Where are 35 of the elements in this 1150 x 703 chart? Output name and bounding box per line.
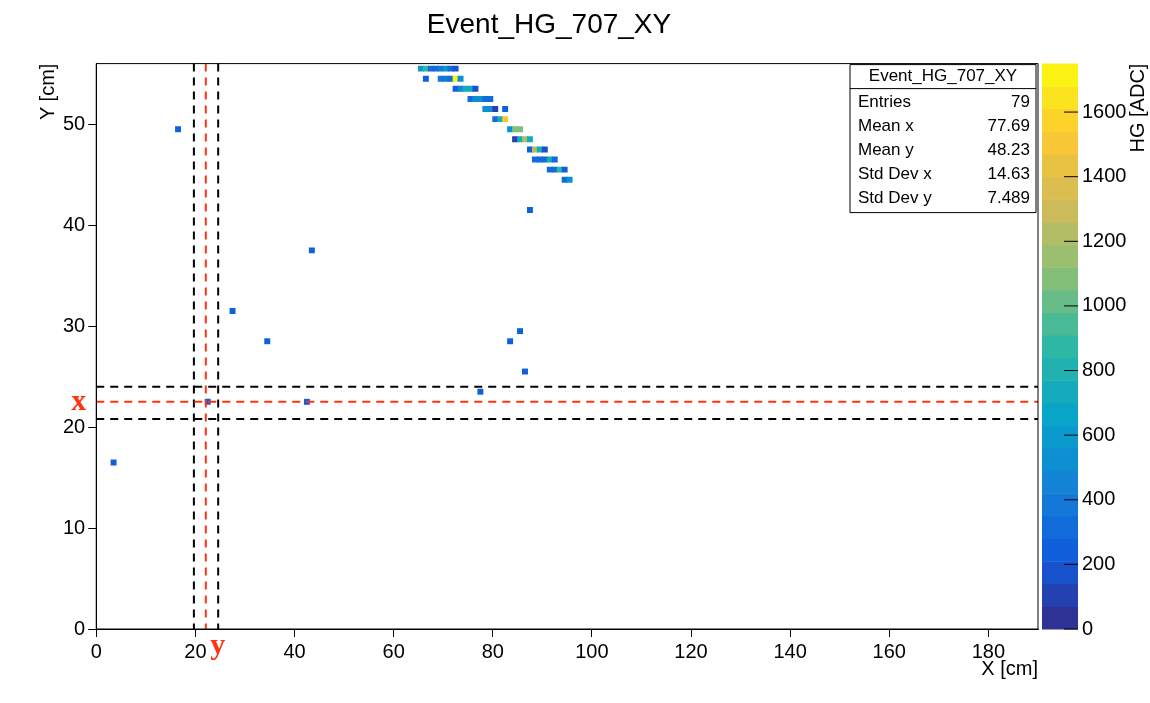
color-bar-label: 1600 [1082,99,1127,122]
text: Mean y 48.23 [858,140,1030,160]
x-tick-label: 60 [382,639,405,662]
text: Std Dev x 14.63 [858,164,1030,184]
ref-line-label: y [210,626,226,660]
color-bar-label: 200 [1082,551,1116,574]
x-tick-label: 140 [773,639,807,662]
y-tick-label: 30 [63,313,86,336]
x-tick-label: 20 [184,639,207,662]
color-bar-title: HG [ADC] [1125,63,1148,153]
text: Std Dev y 7.489 [858,188,1030,208]
chart-title: Event_HG_707_XY [426,7,672,39]
x-tick-label: 160 [872,639,906,662]
y-tick-label: 10 [63,515,86,538]
x-tick-label: 120 [674,639,708,662]
color-bar-label: 600 [1082,422,1116,445]
color-bar-label: 1000 [1082,293,1127,316]
annotation: Event_HG_707_XY [868,66,1018,86]
ref-line-label: x [71,382,87,416]
x-tick-label: 40 [283,639,306,662]
x-tick-label: 100 [575,639,609,662]
color-bar-label: 800 [1082,358,1116,381]
y-axis-title: Y [cm] [35,63,58,120]
color-bar-label: 400 [1082,487,1116,510]
text: Mean x 77.69 [858,116,1030,136]
y-tick-label: 50 [63,111,86,134]
y-tick-label: 20 [63,414,86,437]
text: Entries 79 [858,92,1030,112]
x-tick-label: 80 [481,639,504,662]
y-tick-label: 40 [63,212,86,235]
color-bar-label: 0 [1082,616,1094,639]
color-bar-label: 1200 [1082,228,1127,251]
x-tick-label: 0 [90,639,102,662]
y-tick-label: 0 [74,616,86,639]
color-bar-label: 1400 [1082,164,1127,187]
